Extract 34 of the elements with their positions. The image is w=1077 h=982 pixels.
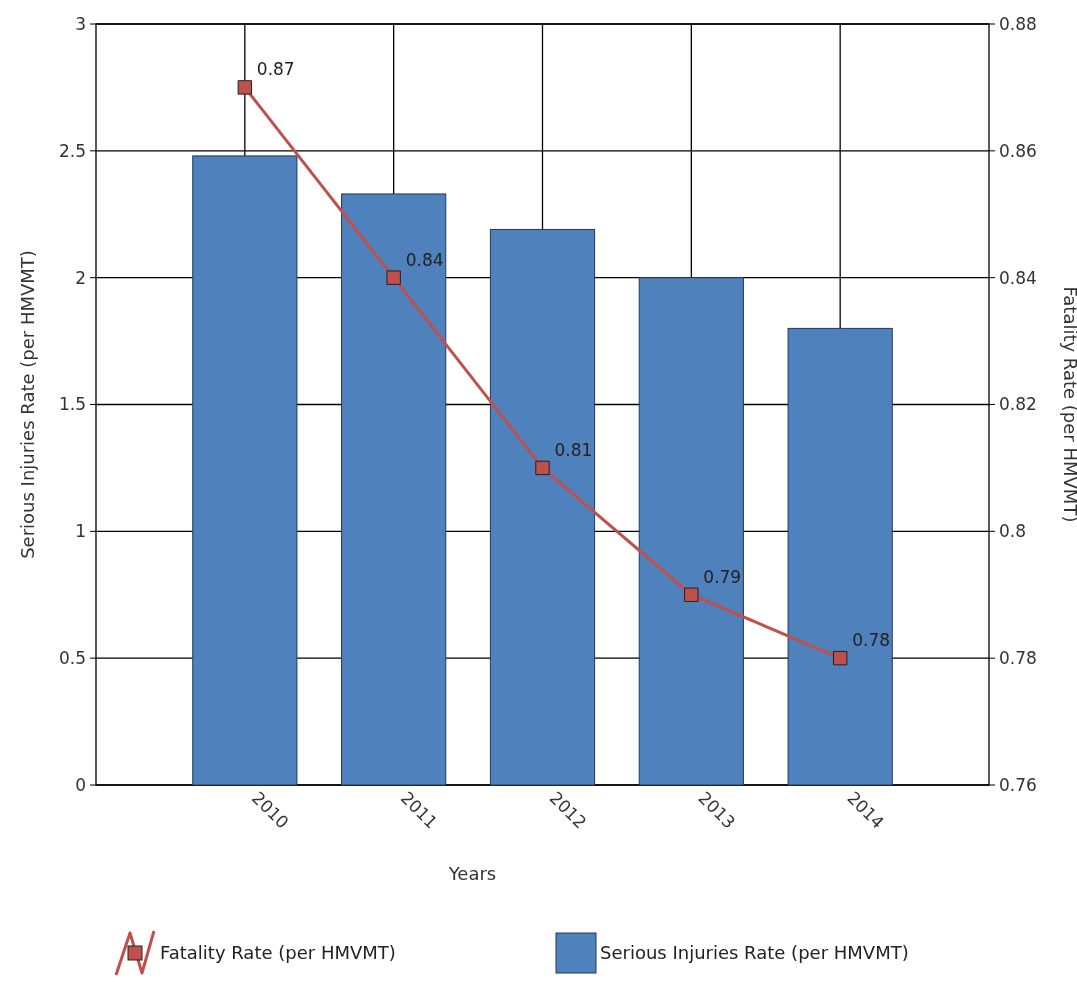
bar: [787, 327, 893, 786]
data-label: 0.78: [852, 630, 891, 651]
y2-tick-label: 0.86: [999, 140, 1037, 161]
data-label: 0.79: [703, 566, 742, 587]
x-axis-title: Years: [447, 863, 497, 884]
y-tick-label: 1.5: [58, 394, 86, 415]
y2-tick-label: 0.76: [999, 774, 1037, 795]
bar: [489, 228, 596, 786]
y-axis-title: Serious Injuries Rate (per HMVMT): [17, 250, 38, 559]
y2-axis-title: Fatality Rate (per HMVMT): [1060, 286, 1077, 523]
y2-tick-label: 0.8: [999, 521, 1027, 542]
data-label: 0.87: [256, 59, 295, 80]
point: [237, 80, 253, 95]
y2-tick-label: 0.78: [999, 648, 1037, 669]
y-tick-label: 0: [75, 774, 86, 795]
legend-label: Fatality Rate (per HMVMT): [160, 942, 396, 964]
y2-tick-label: 0.88: [999, 13, 1037, 34]
data-label: 0.81: [554, 439, 593, 460]
legend-label: Serious Injuries Rate (per HMVMT): [600, 942, 909, 964]
bar: [638, 277, 744, 786]
bar: [192, 155, 298, 786]
y-tick-label: 3: [75, 13, 86, 34]
point: [832, 650, 848, 666]
point: [684, 587, 699, 602]
y2-tick-label: 0.82: [999, 394, 1037, 415]
y-tick-label: 1: [75, 521, 86, 542]
y-tick-label: 0.5: [58, 648, 86, 669]
bar: [341, 193, 447, 786]
y-tick-label: 2.5: [58, 140, 86, 161]
y2-tick-label: 0.84: [999, 267, 1037, 288]
point: [386, 270, 401, 285]
y-tick-label: 2: [75, 267, 86, 288]
data-label: 0.84: [405, 249, 444, 270]
point: [535, 460, 550, 476]
